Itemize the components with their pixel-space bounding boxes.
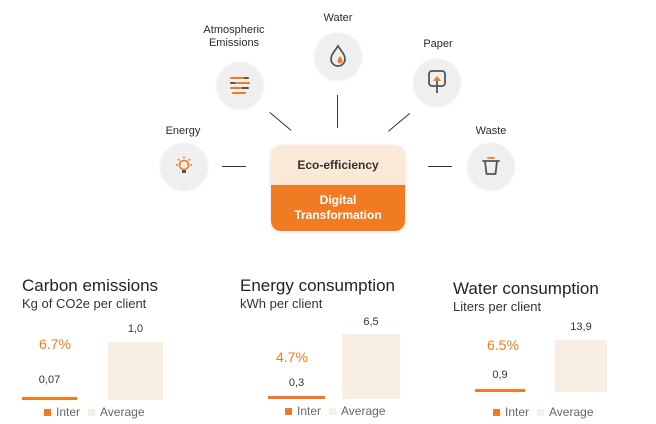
water-node (315, 33, 361, 79)
eco-efficiency-label: Eco-efficiency (271, 145, 405, 185)
legend-swatch-inter (285, 407, 292, 415)
legend-label-inter: Inter (505, 405, 530, 419)
water-consumption-chart: Water consumption Liters per client 6.5%… (453, 279, 653, 422)
paper-node (414, 59, 460, 105)
bar-inter (475, 389, 525, 392)
bar-value-label-inter: 0,07 (38, 374, 61, 386)
bar-value-label-inter: 0,9 (492, 369, 508, 381)
paper-label: Paper (423, 38, 453, 50)
digital-transformation-label: Digital Transformation (271, 185, 405, 231)
energy-node (161, 143, 207, 189)
chart-subtitle: Kg of CO2e per client (22, 296, 147, 311)
bar-average (342, 334, 400, 399)
chart-legend: Inter Average (285, 404, 386, 418)
legend-swatch-average (537, 408, 545, 416)
energy-consumption-chart: Energy consumption kWh per client 4.7% 0… (240, 276, 440, 422)
legend-swatch-inter (493, 408, 500, 416)
digital-transformation-line1: Digital (319, 193, 357, 207)
carbon-emissions-chart: Carbon emissions Kg of CO2e per client 6… (22, 276, 222, 422)
bar-average (108, 342, 163, 400)
atmospheric-emissions-label: Atmospheric Emissions (192, 24, 276, 50)
bar-average (555, 340, 607, 392)
chart-subtitle: kWh per client (240, 296, 323, 311)
chart-title: Water consumption (453, 279, 599, 298)
legend-swatch-inter (44, 408, 51, 416)
trash-bin-icon (482, 157, 500, 175)
percentage-annotation: 6.7% (39, 336, 71, 352)
water-label: Water (323, 12, 353, 24)
legend-label-inter: Inter (56, 405, 81, 419)
connector-water (337, 95, 338, 128)
atmospheric-node (217, 62, 263, 108)
bar-inter (22, 397, 77, 400)
legend-swatch-average (88, 408, 96, 416)
eco-efficiency-digital-transformation-box: Eco-efficiency Digital Transformation (271, 145, 405, 231)
percentage-annotation: 6.5% (487, 337, 519, 353)
legend-swatch-average (329, 407, 337, 415)
atmospheric-label-line2: Emissions (208, 37, 260, 49)
bar-inter (268, 396, 325, 399)
bar-value-label-average: 6,5 (363, 316, 379, 328)
digital-transformation-line2: Transformation (294, 208, 382, 222)
chart-legend: Inter Average (44, 405, 145, 419)
lightbulb-icon (176, 156, 192, 173)
legend-label-average: Average (100, 405, 145, 419)
connector-waste (428, 166, 452, 167)
chart-title: Energy consumption (240, 276, 395, 295)
water-drop-icon (330, 44, 346, 67)
chart-title: Carbon emissions (22, 276, 159, 295)
legend-label-average: Average (549, 405, 594, 419)
legend-label-inter: Inter (297, 404, 322, 418)
chart-subtitle: Liters per client (453, 299, 542, 314)
bar-value-label-average: 1,0 (127, 323, 144, 335)
waste-node (468, 143, 514, 189)
legend-label-average: Average (341, 404, 386, 418)
connector-energy (222, 166, 246, 167)
emissions-icon (230, 77, 250, 94)
percentage-annotation: 4.7% (276, 349, 308, 365)
chart-legend: Inter Average (493, 405, 594, 419)
paper-tree-icon (428, 70, 446, 93)
connector-atmospheric (269, 112, 292, 131)
waste-label: Waste (475, 125, 507, 137)
bar-value-label-inter: 0,3 (288, 377, 305, 389)
energy-label: Energy (165, 125, 201, 137)
connector-paper (388, 113, 411, 132)
bar-value-label-average: 13,9 (570, 321, 592, 333)
atmospheric-label-line1: Atmospheric (203, 24, 265, 36)
